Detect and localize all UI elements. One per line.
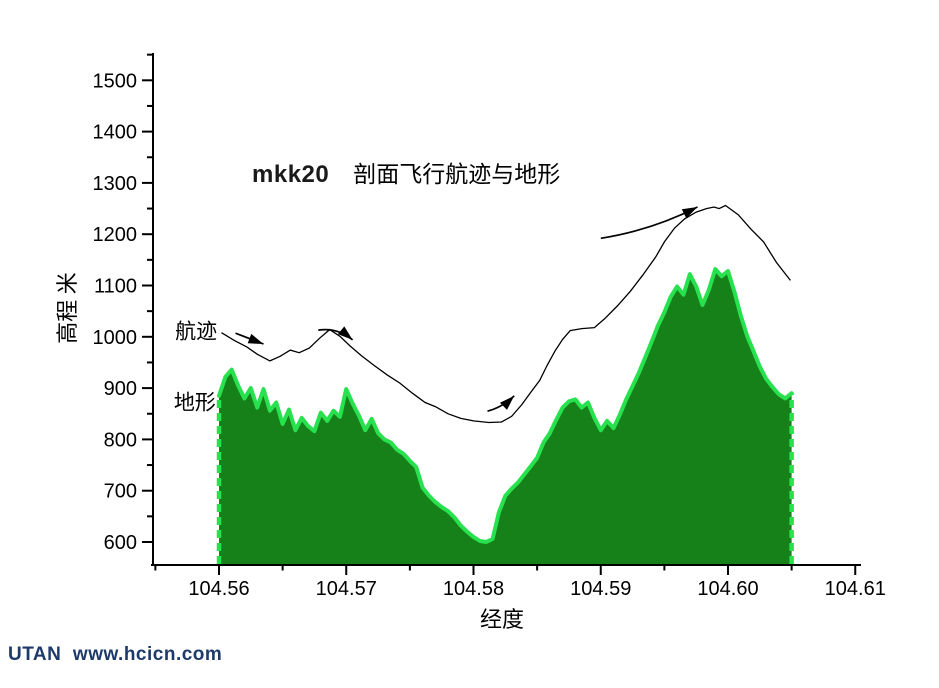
y-tick-label: 1100	[94, 276, 137, 298]
flight-direction-arrow-head	[247, 333, 264, 344]
x-axis-title: 经度	[479, 607, 525, 632]
y-tick-label: 700	[104, 481, 137, 503]
y-tick-label: 1300	[93, 173, 138, 195]
chart-title-prefix: mkk20	[252, 161, 330, 188]
chart-title: mkk20 剖面飞行航迹与地形	[252, 155, 560, 189]
flight-direction-arrow-tail	[600, 206, 698, 240]
flight-direction-arrow-head	[337, 326, 353, 340]
x-tick-label: 104.56	[188, 578, 249, 600]
x-tick-label: 104.59	[570, 578, 631, 600]
x-tick-label: 104.57	[316, 578, 377, 600]
watermark: UTAN www.hcicn.com	[8, 644, 223, 665]
chart-title-text: 剖面飞行航迹与地形	[353, 162, 561, 187]
terrain-area	[219, 269, 792, 564]
x-tick-label: 104.60	[697, 578, 758, 600]
x-tick-label: 104.58	[443, 578, 504, 600]
y-tick-label: 600	[104, 532, 137, 554]
y-tick-label: 1000	[93, 327, 138, 349]
y-tick-label: 900	[104, 378, 137, 400]
y-tick-label: 800	[104, 429, 137, 451]
y-tick-label: 1400	[93, 122, 138, 144]
trajectory-line	[221, 204, 791, 424]
y-axis-title: 高程 米	[55, 272, 80, 344]
flight-direction-arrow-head	[681, 207, 698, 219]
terrain-outline	[217, 267, 794, 544]
y-tick-label: 1500	[93, 70, 138, 92]
series-label: 地形	[174, 390, 216, 414]
series-label: 航迹	[175, 320, 217, 344]
x-tick-label: 104.61	[825, 578, 886, 600]
flight-direction-arrow-head	[500, 395, 515, 410]
y-tick-label: 1200	[93, 224, 138, 246]
